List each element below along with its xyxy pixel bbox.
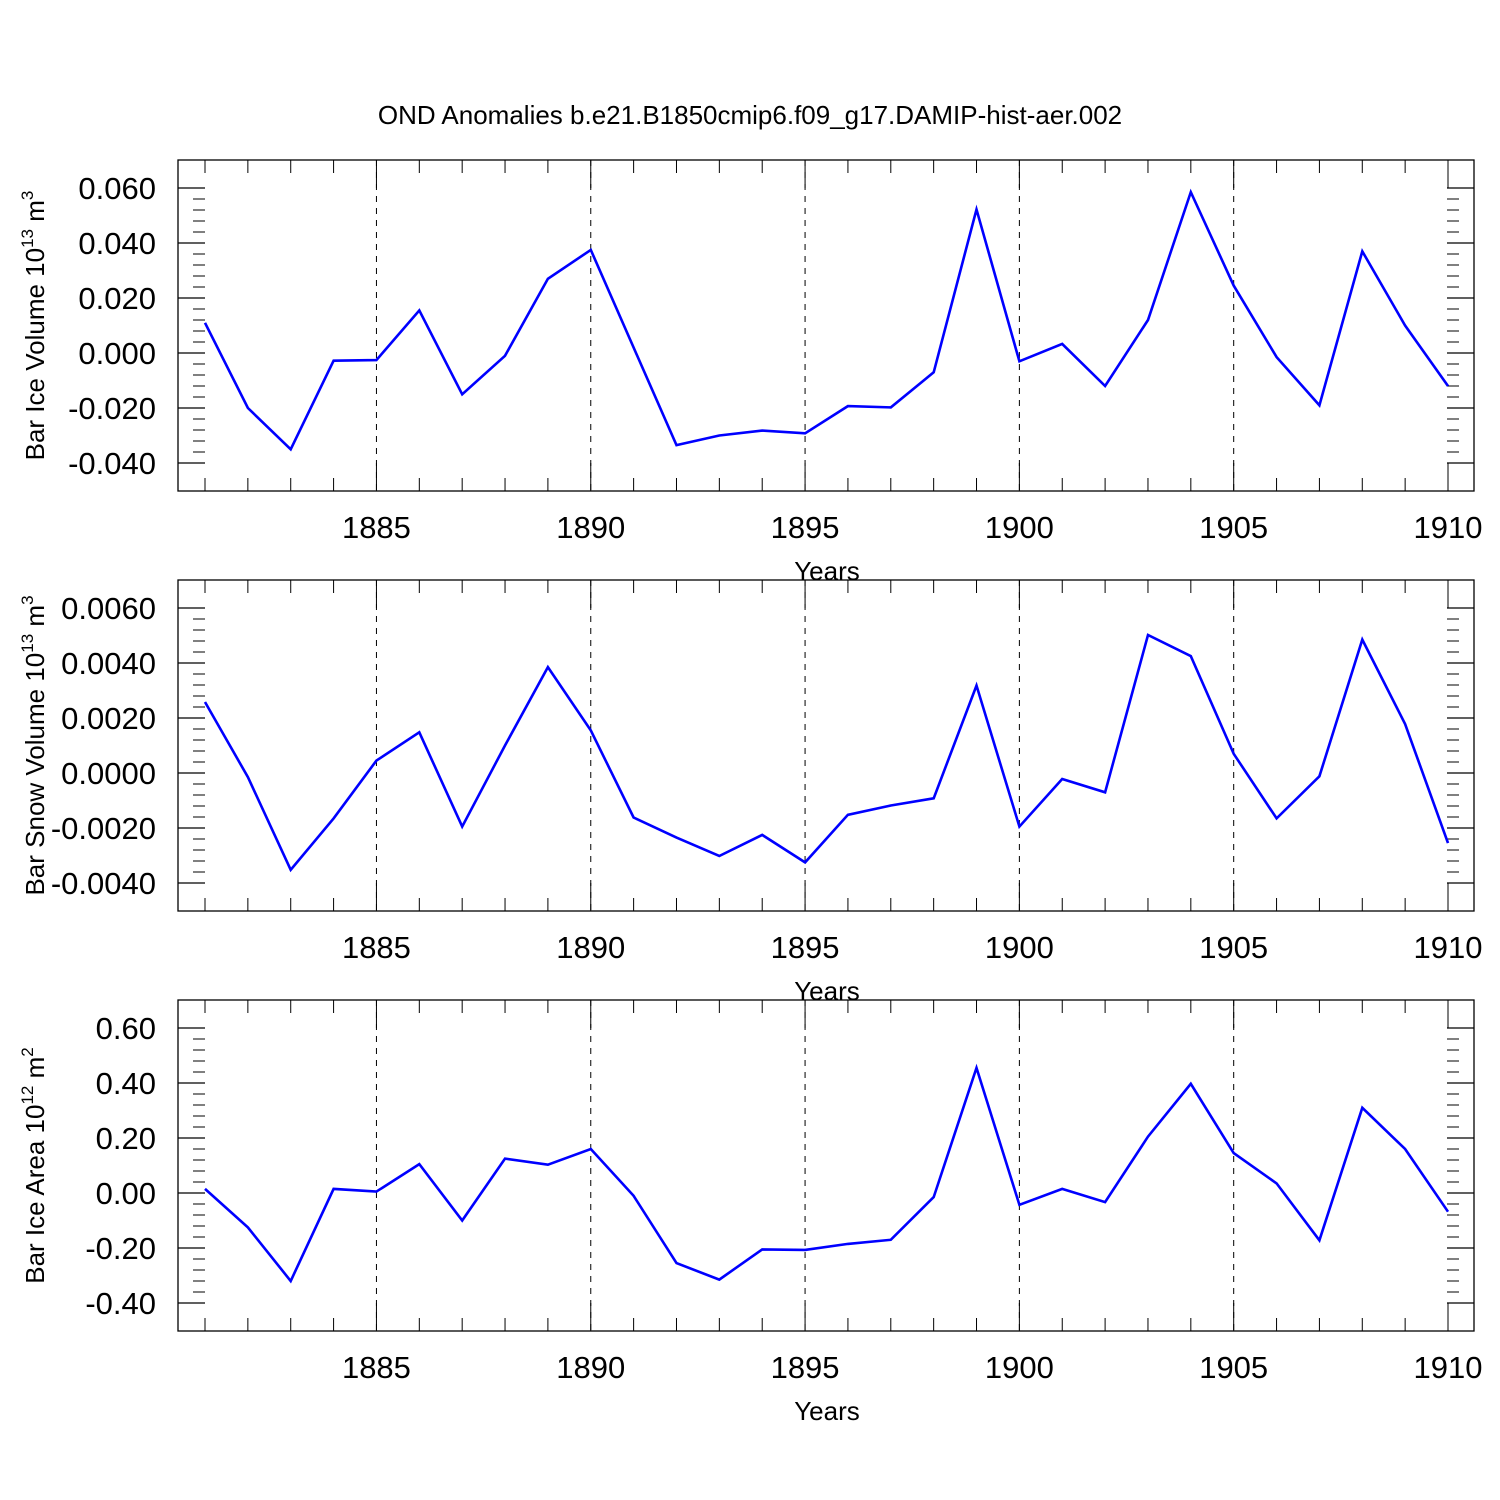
y-tick-label: 0.60 <box>96 1011 156 1046</box>
x-tick-label: 1905 <box>1199 930 1268 965</box>
x-tick-label: 1905 <box>1199 510 1268 545</box>
y-tick-label: 0.0040 <box>61 646 156 681</box>
x-tick-label: 1890 <box>556 510 625 545</box>
x-tick-label: 1900 <box>985 930 1054 965</box>
y-axis-title: Bar Ice Area 1012 m2 <box>18 1047 50 1284</box>
x-tick-label: 1900 <box>985 510 1054 545</box>
y-tick-label: 0.060 <box>78 171 156 206</box>
panel-3: -0.40 -0.20 0.00 0.20 0.40 0.60 1885 1890 1895 19… <box>18 999 1483 1426</box>
y-tick-label: 0.0020 <box>61 701 156 736</box>
x-tick-label: 1905 <box>1199 1350 1268 1385</box>
data-line <box>203 188 1450 452</box>
y-tick-label: 0.20 <box>96 1121 156 1156</box>
y-tick-label: 0.40 <box>96 1066 156 1101</box>
y-tick-label: 0.0000 <box>61 756 156 791</box>
y-tick-label: -0.40 <box>85 1286 156 1321</box>
chart-title: OND Anomalies b.e21.B1850cmip6.f09_g17.D… <box>378 100 1122 130</box>
plot-frame <box>177 579 1475 912</box>
x-axis-title: Years <box>794 556 860 586</box>
x-tick-label: 1910 <box>1414 930 1483 965</box>
plot-frame <box>177 159 1475 492</box>
y-tick-label: -0.040 <box>68 446 156 481</box>
y-tick-label: -0.20 <box>85 1231 156 1266</box>
x-tick-label: 1890 <box>556 930 625 965</box>
x-tick-label: 1885 <box>342 510 411 545</box>
x-tick-label: 1900 <box>985 1350 1054 1385</box>
panel-1: -0.040 -0.020 0.000 0.020 0.040 0.060 1885 1890… <box>18 159 1483 586</box>
data-line <box>203 633 1450 873</box>
y-tick-label: 0.000 <box>78 336 156 371</box>
x-tick-label: 1885 <box>342 930 411 965</box>
y-axis-title: Bar Ice Volume 1013 m3 <box>18 191 50 461</box>
x-tick-label: 1910 <box>1414 510 1483 545</box>
y-tick-label: -0.020 <box>68 391 156 426</box>
y-tick-label: -0.0040 <box>51 866 156 901</box>
panel-2: -0.0040 -0.0020 0.0000 0.0020 0.0040 0.0060 18… <box>18 579 1483 1006</box>
x-tick-label: 1895 <box>771 1350 840 1385</box>
y-tick-label: 0.0060 <box>61 591 156 626</box>
y-tick-label: 0.020 <box>78 281 156 316</box>
y-axis-title: Bar Snow Volume 1013 m3 <box>18 595 50 895</box>
x-tick-label: 1885 <box>342 1350 411 1385</box>
x-tick-label: 1910 <box>1414 1350 1483 1385</box>
y-tick-label: 0.040 <box>78 226 156 261</box>
x-tick-label: 1890 <box>556 1350 625 1385</box>
y-tick-label: -0.0020 <box>51 811 156 846</box>
plot-frame <box>177 999 1475 1332</box>
data-line <box>204 1063 1450 1284</box>
x-axis-title: Years <box>794 976 860 1006</box>
y-tick-label: 0.00 <box>96 1176 156 1211</box>
x-tick-label: 1895 <box>771 510 840 545</box>
x-axis-title: Years <box>794 1396 860 1426</box>
x-tick-label: 1895 <box>771 930 840 965</box>
